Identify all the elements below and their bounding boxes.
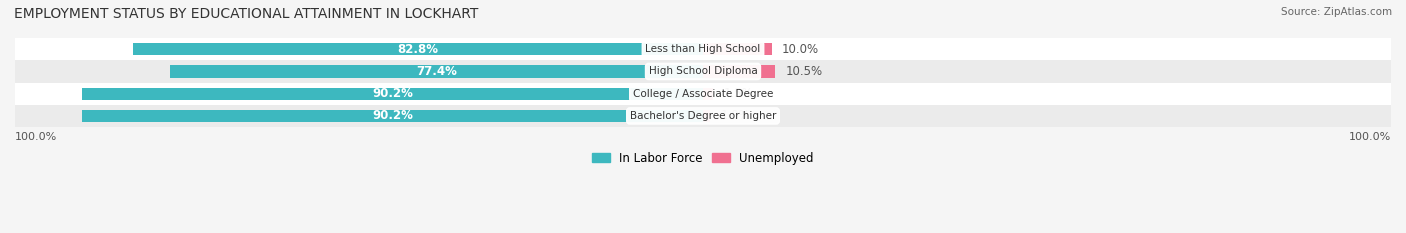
Bar <box>134 43 703 55</box>
Text: 1.5%: 1.5% <box>724 87 754 100</box>
Text: 100.0%: 100.0% <box>1348 131 1391 141</box>
Bar <box>15 38 1391 60</box>
Bar <box>83 88 703 100</box>
Text: 1.0%: 1.0% <box>720 110 749 123</box>
Text: 10.0%: 10.0% <box>782 43 820 56</box>
Bar <box>703 110 710 122</box>
Text: 10.5%: 10.5% <box>786 65 823 78</box>
Text: 90.2%: 90.2% <box>373 87 413 100</box>
Text: High School Diploma: High School Diploma <box>648 66 758 76</box>
Text: Less than High School: Less than High School <box>645 44 761 54</box>
Text: 90.2%: 90.2% <box>373 110 413 123</box>
Bar <box>15 82 1391 105</box>
Bar <box>703 65 775 78</box>
Text: Source: ZipAtlas.com: Source: ZipAtlas.com <box>1281 7 1392 17</box>
Bar <box>703 88 713 100</box>
Text: 82.8%: 82.8% <box>398 43 439 56</box>
Bar <box>15 60 1391 82</box>
Bar <box>170 65 703 78</box>
Bar <box>15 105 1391 127</box>
Text: Bachelor's Degree or higher: Bachelor's Degree or higher <box>630 111 776 121</box>
Bar <box>703 43 772 55</box>
Text: 77.4%: 77.4% <box>416 65 457 78</box>
Text: College / Associate Degree: College / Associate Degree <box>633 89 773 99</box>
Bar <box>83 110 703 122</box>
Text: 100.0%: 100.0% <box>15 131 58 141</box>
Legend: In Labor Force, Unemployed: In Labor Force, Unemployed <box>588 147 818 170</box>
Text: EMPLOYMENT STATUS BY EDUCATIONAL ATTAINMENT IN LOCKHART: EMPLOYMENT STATUS BY EDUCATIONAL ATTAINM… <box>14 7 478 21</box>
